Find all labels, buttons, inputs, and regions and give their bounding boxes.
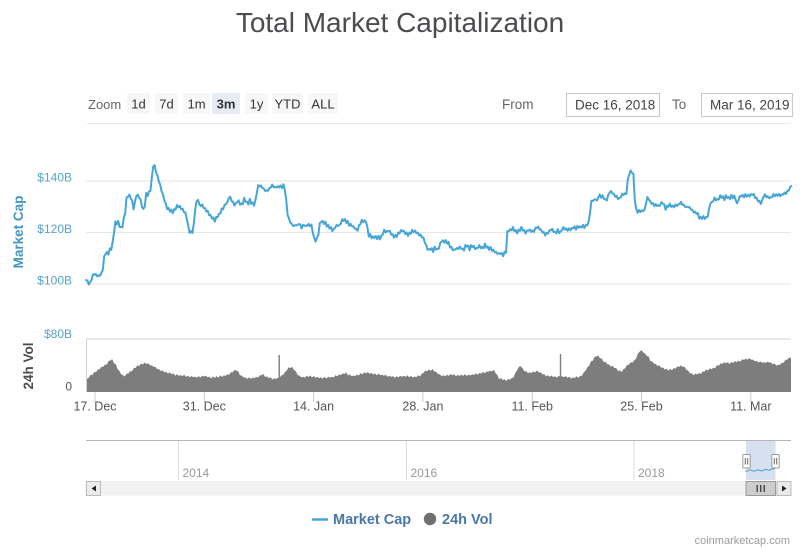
svg-text:17. Dec: 17. Dec [73, 400, 116, 414]
svg-text:14. Jan: 14. Jan [293, 400, 334, 414]
svg-text:$140B: $140B [37, 171, 72, 185]
svg-text:11. Mar: 11. Mar [730, 400, 771, 414]
svg-text:From: From [502, 97, 534, 112]
svg-text:2014: 2014 [183, 466, 210, 480]
svg-text:coinmarketcap.com: coinmarketcap.com [695, 535, 790, 547]
svg-text:1d: 1d [131, 97, 145, 112]
svg-text:7d: 7d [159, 97, 173, 112]
svg-text:$100B: $100B [37, 274, 72, 288]
svg-text:31. Dec: 31. Dec [183, 400, 226, 414]
svg-text:2018: 2018 [638, 466, 665, 480]
svg-text:0: 0 [65, 380, 72, 394]
svg-text:2016: 2016 [411, 466, 438, 480]
svg-text:$80B: $80B [44, 327, 72, 341]
svg-text:Mar 16, 2019: Mar 16, 2019 [710, 98, 790, 113]
svg-text:Dec 16, 2018: Dec 16, 2018 [575, 98, 655, 113]
svg-text:1m: 1m [187, 97, 205, 112]
svg-text:Market Cap: Market Cap [11, 196, 26, 269]
svg-text:25. Feb: 25. Feb [620, 400, 662, 414]
svg-text:ALL: ALL [311, 97, 334, 112]
svg-text:Total Market Capitalization: Total Market Capitalization [236, 7, 564, 38]
svg-text:28. Jan: 28. Jan [402, 400, 443, 414]
svg-text:24h Vol: 24h Vol [21, 342, 36, 389]
svg-text:To: To [672, 97, 686, 112]
svg-text:YTD: YTD [275, 97, 301, 112]
svg-text:$120B: $120B [37, 222, 72, 236]
svg-text:Zoom: Zoom [88, 97, 121, 112]
svg-text:1y: 1y [250, 97, 264, 112]
svg-text:11. Feb: 11. Feb [511, 400, 553, 414]
svg-text:3m: 3m [217, 97, 236, 112]
svg-text:24h Vol: 24h Vol [442, 512, 493, 528]
svg-text:Market Cap: Market Cap [333, 512, 411, 528]
